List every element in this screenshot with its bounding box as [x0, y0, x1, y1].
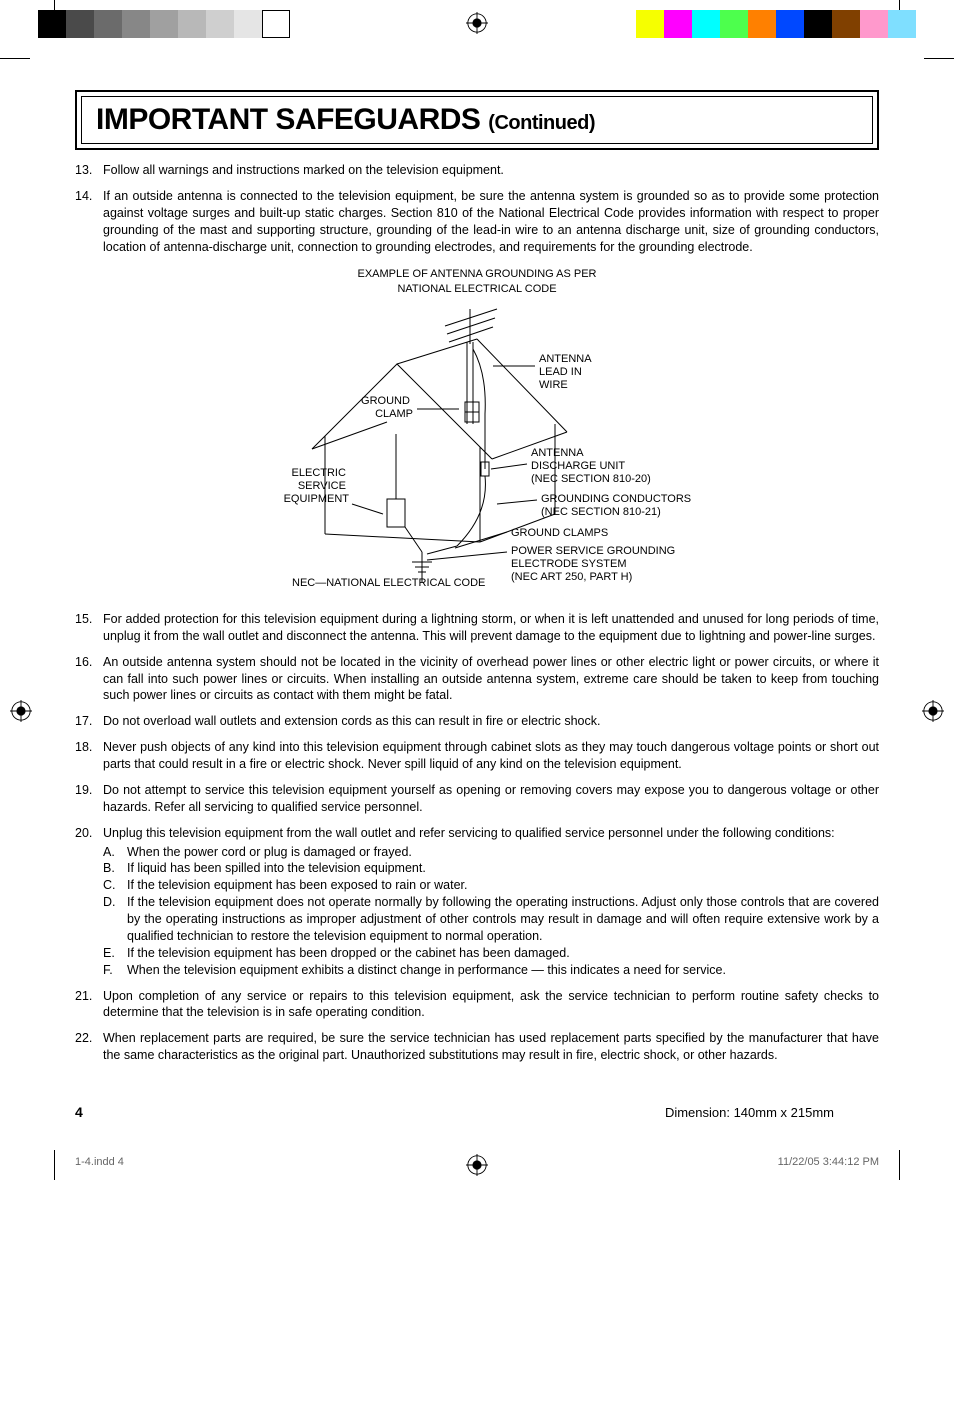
list-item: 19. Do not attempt to service this telev…: [75, 782, 879, 816]
caption-line: EXAMPLE OF ANTENNA GROUNDING AS PER: [358, 268, 597, 280]
crop-mark: [54, 1150, 55, 1180]
item-text: For added protection for this television…: [103, 611, 879, 645]
item-number: 19.: [75, 782, 103, 816]
list-item: 13. Follow all warnings and instructions…: [75, 162, 879, 179]
title-continued: (Continued): [488, 112, 595, 134]
item-number: 21.: [75, 988, 103, 1022]
footer-bar: 1-4.indd 4 11/22/05 3:44:12 PM: [0, 1150, 954, 1180]
sub-text: If liquid has been spilled into the tele…: [127, 860, 879, 877]
registration-mark-icon: [922, 700, 944, 722]
sub-text: If the television equipment does not ope…: [127, 894, 879, 945]
label-nec-note: NEC—NATIONAL ELECTRICAL CODE: [292, 577, 485, 589]
item-number: 13.: [75, 162, 103, 179]
list-item: 22. When replacement parts are required,…: [75, 1030, 879, 1064]
label-power-service: POWER SERVICE GROUNDING ELECTRODE SYSTEM…: [511, 545, 678, 583]
item-number: 14.: [75, 188, 103, 256]
page-title: IMPORTANT SAFEGUARDS (Continued): [96, 103, 595, 136]
list-item: 20. Unplug this television equipment fro…: [75, 825, 879, 979]
antenna-grounding-diagram: EXAMPLE OF ANTENNA GROUNDING AS PER NATI…: [75, 267, 879, 599]
item-text: Do not attempt to service this televisio…: [103, 782, 879, 816]
grayscale-calibration-strip: [38, 10, 290, 38]
sub-text: If the television equipment has been exp…: [127, 877, 879, 894]
label-ground-clamp: GROUND CLAMP: [361, 395, 413, 420]
sub-letter: F.: [103, 962, 127, 979]
page-body: IMPORTANT SAFEGUARDS (Continued) 13. Fol…: [0, 40, 954, 1150]
crop-mark: [924, 58, 954, 59]
sub-letter: A.: [103, 844, 127, 861]
registration-mark-icon: [466, 12, 488, 34]
item-number: 16.: [75, 654, 103, 705]
sub-item: D.If the television equipment does not o…: [103, 894, 879, 945]
sub-text: If the television equipment has been dro…: [127, 945, 879, 962]
sub-text: When the power cord or plug is damaged o…: [127, 844, 879, 861]
item-text: Upon completion of any service or repair…: [103, 988, 879, 1022]
registration-mark-icon: [466, 1154, 488, 1176]
footer-timestamp: 11/22/05 3:44:12 PM: [778, 1156, 879, 1168]
item-text: When replacement parts are required, be …: [103, 1030, 879, 1064]
list-item: 17. Do not overload wall outlets and ext…: [75, 713, 879, 730]
item-number: 15.: [75, 611, 103, 645]
title-main: IMPORTANT SAFEGUARDS: [96, 103, 480, 136]
label-antenna-lead: ANTENNA LEAD IN WIRE: [539, 353, 594, 391]
item-text: Never push objects of any kind into this…: [103, 739, 879, 773]
title-container: IMPORTANT SAFEGUARDS (Continued): [75, 90, 879, 150]
item-text: Unplug this television equipment from th…: [103, 825, 879, 979]
list-item: 16. An outside antenna system should not…: [75, 654, 879, 705]
item-number: 17.: [75, 713, 103, 730]
list-item: 14. If an outside antenna is connected t…: [75, 188, 879, 256]
sub-letter: D.: [103, 894, 127, 945]
sub-item: B.If liquid has been spilled into the te…: [103, 860, 879, 877]
item-text: Follow all warnings and instructions mar…: [103, 162, 879, 179]
title-inner: IMPORTANT SAFEGUARDS (Continued): [81, 96, 873, 144]
list-item: 18. Never push objects of any kind into …: [75, 739, 879, 773]
dimension-note: Dimension: 140mm x 215mm: [665, 1105, 834, 1120]
sub-item: A.When the power cord or plug is damaged…: [103, 844, 879, 861]
label-ground-clamps: GROUND CLAMPS: [511, 527, 608, 539]
list-item: 21. Upon completion of any service or re…: [75, 988, 879, 1022]
list-item: 15. For added protection for this televi…: [75, 611, 879, 645]
sub-letter: C.: [103, 877, 127, 894]
safeguards-list: 13. Follow all warnings and instructions…: [75, 162, 879, 255]
item-text: Do not overload wall outlets and extensi…: [103, 713, 879, 730]
sub-list-20: A.When the power cord or plug is damaged…: [103, 844, 879, 979]
sub-item: C.If the television equipment has been e…: [103, 877, 879, 894]
item-number: 22.: [75, 1030, 103, 1064]
sub-letter: B.: [103, 860, 127, 877]
footer-filename: 1-4.indd 4: [75, 1156, 124, 1168]
sub-letter: E.: [103, 945, 127, 962]
registration-mark-icon: [10, 700, 32, 722]
sub-text: When the television equipment exhibits a…: [127, 962, 879, 979]
caption-line: NATIONAL ELECTRICAL CODE: [397, 283, 556, 295]
item-number: 20.: [75, 825, 103, 979]
crop-mark: [0, 58, 30, 59]
color-calibration-strip: [636, 10, 916, 38]
diagram-caption: EXAMPLE OF ANTENNA GROUNDING AS PER NATI…: [75, 267, 879, 296]
item-text: An outside antenna system should not be …: [103, 654, 879, 705]
item-number: 18.: [75, 739, 103, 773]
sub-item: F.When the television equipment exhibits…: [103, 962, 879, 979]
crop-mark: [899, 1150, 900, 1180]
safeguards-list-continued: 15. For added protection for this televi…: [75, 611, 879, 1064]
printer-marks-top: [0, 0, 954, 40]
sub-item: E.If the television equipment has been d…: [103, 945, 879, 962]
antenna-diagram-svg: ANTENNA LEAD IN WIRE GROUND CLAMP ELECTR…: [197, 304, 757, 594]
item-text: If an outside antenna is connected to th…: [103, 188, 879, 256]
label-discharge-unit: ANTENNA DISCHARGE UNIT (NEC SECTION 810-…: [531, 447, 651, 485]
label-grounding-conductors: GROUNDING CONDUCTORS (NEC SECTION 810-21…: [541, 493, 694, 518]
label-electric-service: ELECTRIC SERVICE EQUIPMENT: [284, 467, 350, 505]
item-lead-text: Unplug this television equipment from th…: [103, 826, 835, 840]
